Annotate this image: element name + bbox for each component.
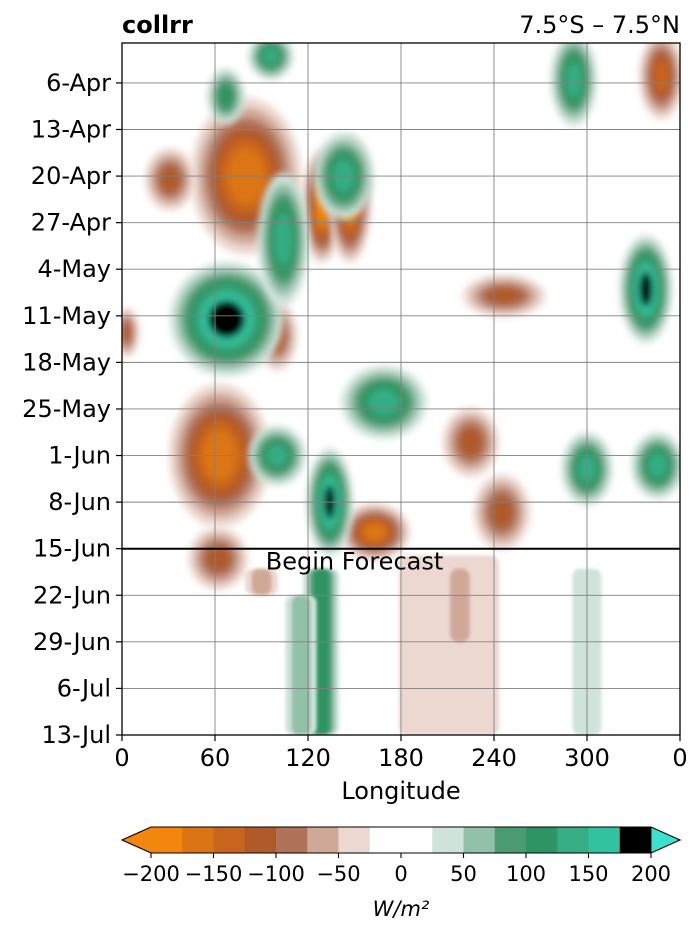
anomaly-contour [459, 427, 483, 457]
y-tick-label: 8-Jun [48, 488, 111, 516]
anomaly-contour [251, 568, 272, 596]
anomaly-feature [341, 365, 427, 439]
y-tick-label: 11-May [22, 302, 111, 330]
anomaly-contour [486, 287, 522, 304]
x-tick-label: 180 [378, 744, 424, 772]
colorbar-tick-label: −100 [247, 862, 305, 886]
colorbar-swatch [276, 827, 308, 853]
anomaly-feature [339, 503, 410, 561]
colorbar-tick-label: 200 [631, 862, 671, 886]
y-tick-label: 25-May [22, 395, 111, 423]
chart-title: collrr [122, 11, 193, 39]
anomaly-feature [462, 274, 546, 318]
anomaly-feature [188, 527, 248, 590]
x-tick-label: 60 [200, 744, 231, 772]
anomaly-contour [274, 213, 292, 266]
anomaly-contour [566, 62, 582, 98]
anomaly-feature [631, 432, 680, 499]
colorbar-swatch [307, 827, 339, 853]
anomaly-feature [207, 68, 245, 125]
colorbar-swatch [588, 827, 621, 853]
x-tick-label: 300 [564, 744, 610, 772]
anomaly-contour [314, 568, 328, 735]
anomaly-feature [550, 43, 597, 127]
colorbar-swatch [182, 827, 214, 853]
anomaly-feature [257, 172, 309, 306]
anomaly-feature [473, 474, 530, 551]
colorbar-swatch [369, 827, 433, 853]
anomaly-contour [208, 300, 245, 338]
y-tick-label: 29-Jun [33, 628, 111, 656]
y-axis: 6-Apr 13-Apr 20-Apr 27-Apr 4-May 11-May 18-May… [22, 69, 122, 749]
colorbar-swatch [463, 827, 496, 853]
colorbar-swatch [494, 827, 527, 853]
x-axis-label: Longitude [341, 777, 460, 805]
anomaly-field [122, 43, 680, 735]
colorbar-swatch [151, 827, 183, 853]
colorbar-tick-label: 50 [450, 862, 477, 886]
colorbar-swatch [432, 827, 464, 853]
colorbar-label: W/m² [373, 897, 430, 921]
anomaly-contour [368, 389, 400, 416]
anomaly-contour [639, 271, 653, 307]
anomaly-feature [245, 568, 278, 596]
anomaly-feature [122, 307, 140, 358]
forecast-label: Begin Forecast [266, 548, 444, 576]
colorbar-swatch [526, 827, 558, 853]
y-tick-label: 4-May [37, 255, 111, 283]
y-tick-label: 20-Apr [31, 162, 111, 190]
colorbar-tick-label: −150 [185, 862, 243, 886]
y-tick-label: 27-Apr [31, 209, 111, 237]
anomaly-feature [168, 383, 271, 528]
anomaly-contour [648, 453, 667, 478]
anomaly-feature [639, 43, 680, 120]
anomaly-feature [442, 407, 499, 477]
anomaly-feature [248, 43, 294, 80]
colorbar-tick-label: −50 [316, 862, 360, 886]
y-tick-label: 13-Jul [42, 721, 112, 749]
colorbar-tick-label: 0 [394, 862, 407, 886]
colorbar-tick-label: 150 [568, 862, 608, 886]
region-label: 7.5°S – 7.5°N [519, 11, 680, 39]
colorbar: −200 −150 −100 −50 0 50 100 150 200 [120, 826, 682, 886]
y-tick-label: 13-Apr [31, 116, 111, 144]
anomaly-feature [285, 595, 317, 735]
colorbar-tick-label: 100 [506, 862, 546, 886]
y-tick-label: 6-Jul [57, 674, 111, 702]
anomaly-contour [291, 595, 311, 735]
x-tick-label: 240 [471, 744, 517, 772]
anomaly-feature [170, 261, 284, 377]
anomaly-contour [654, 60, 669, 93]
colorbar-swatch [244, 827, 277, 853]
colorbar-swatch [619, 827, 652, 853]
anomaly-contour [122, 322, 131, 343]
colorbar-swatch [213, 827, 246, 853]
x-tick-label: 0 [672, 744, 687, 772]
anomaly-feature [443, 568, 477, 642]
anomaly-contour [490, 496, 514, 528]
x-tick-label: 0 [114, 744, 129, 772]
colorbar-extend-high [651, 827, 680, 853]
plot-area: Begin Forecast [121, 42, 681, 736]
anomaly-contour [160, 166, 180, 193]
colorbar-swatch [338, 827, 371, 853]
y-tick-label: 18-May [22, 348, 111, 376]
y-tick-label: 15-Jun [33, 535, 111, 563]
colorbar-swatch [557, 827, 589, 853]
x-axis: 0 60 120 180 240 300 0 [114, 735, 688, 772]
y-tick-label: 1-Jun [48, 442, 111, 470]
anomaly-contour [206, 545, 231, 572]
y-tick-label: 6-Apr [46, 69, 111, 97]
x-tick-label: 120 [285, 744, 331, 772]
anomaly-feature [619, 235, 673, 344]
anomaly-contour [449, 568, 470, 642]
anomaly-contour [218, 85, 233, 108]
y-tick-label: 22-Jun [33, 581, 111, 609]
anomaly-contour [263, 48, 279, 64]
anomaly-feature [145, 148, 196, 211]
anomaly-contour [363, 523, 386, 541]
colorbar-extend-low [122, 827, 151, 853]
colorbar-tick-label: −200 [122, 862, 180, 886]
